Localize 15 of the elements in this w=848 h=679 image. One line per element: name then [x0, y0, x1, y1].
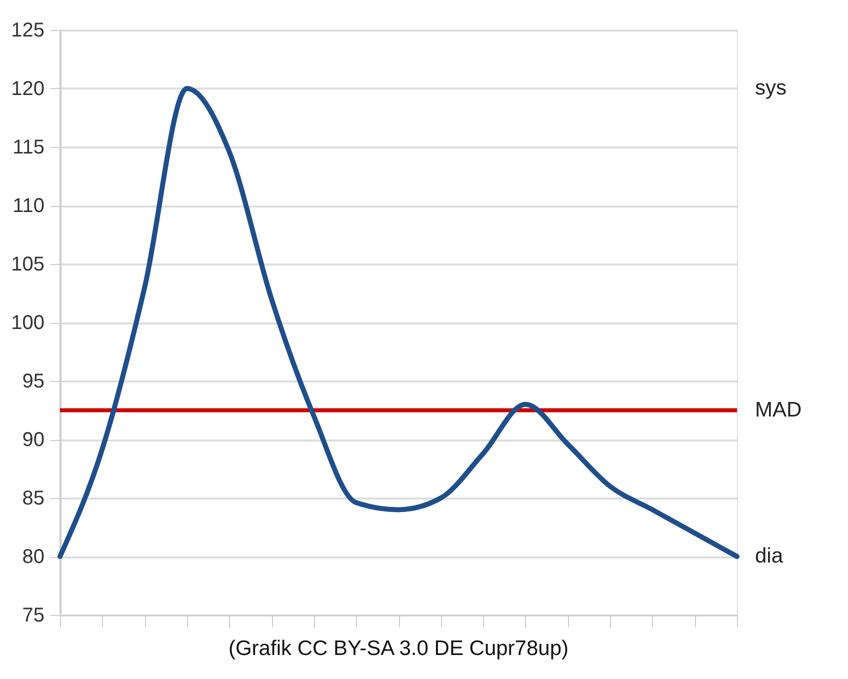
y-tick-label: 75	[22, 604, 44, 626]
text: dia	[755, 544, 784, 568]
y-tick-label: 125	[11, 20, 44, 42]
text: sys	[755, 76, 786, 100]
y-tick-label: 100	[11, 312, 44, 334]
y-tick-label: 110	[12, 195, 44, 217]
y-tick-label: 90	[22, 429, 44, 451]
y-tick-label: 80	[22, 546, 44, 568]
y-tick-label: 85	[22, 488, 44, 510]
y-tick-label: 115	[12, 136, 44, 158]
text: (Grafik CC BY-SA 3.0 DE Cupr78up)	[228, 637, 569, 660]
y-tick-label: 95	[22, 370, 44, 392]
y-tick-label: 120	[11, 78, 44, 100]
y-tick-label: 105	[11, 254, 44, 276]
ref-line-label: MAD	[755, 398, 802, 422]
